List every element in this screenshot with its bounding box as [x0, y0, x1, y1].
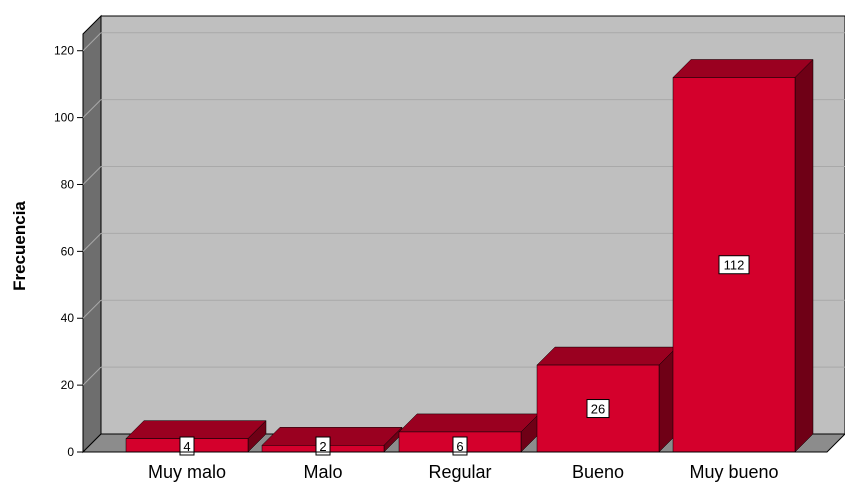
y-tick-label: 20 — [61, 378, 75, 392]
data-label-box — [179, 436, 195, 456]
y-tick-label: 80 — [61, 177, 75, 191]
y-axis-title: Frecuencia — [10, 201, 29, 291]
data-label: 2 — [319, 439, 326, 454]
y-tick-label: 0 — [67, 445, 74, 459]
y-tick-label: 60 — [61, 244, 75, 258]
bar-muy-malo: 4 — [125, 420, 267, 456]
gridline-side — [82, 233, 102, 252]
gridline-side — [82, 299, 102, 319]
bar-side — [794, 58, 814, 453]
data-label: 26 — [591, 402, 605, 417]
data-label-box — [315, 436, 331, 456]
bar-top — [672, 59, 814, 78]
left-wall — [82, 14, 102, 454]
x-tick-label: Regular — [428, 462, 491, 482]
bar-muy-bueno: 112 — [672, 58, 814, 453]
x-tick-label: Muy bueno — [689, 462, 778, 482]
x-tick-label: Muy malo — [148, 462, 226, 482]
x-tick-label: Bueno — [572, 462, 624, 482]
y-tick-label: 40 — [61, 311, 75, 325]
bar-top — [398, 413, 540, 433]
bar-regular: 6 — [398, 413, 540, 456]
bar-top — [125, 420, 267, 439]
bar-bueno: 26 — [536, 346, 678, 453]
data-label-box — [586, 399, 610, 419]
data-label: 4 — [183, 439, 190, 454]
y-axis: 0 20 40 60 80 100 120 — [54, 44, 83, 459]
bar-top — [261, 427, 403, 446]
data-label: 112 — [724, 258, 745, 273]
y-tick-label: 120 — [54, 44, 74, 58]
data-label-box — [718, 255, 750, 275]
bar-top — [536, 346, 678, 366]
gridline-side — [82, 366, 102, 386]
bar-malo: 2 — [261, 426, 403, 456]
gridline-side — [82, 99, 102, 118]
data-label: 6 — [456, 439, 463, 454]
gridline-side — [82, 32, 102, 52]
y-tick-label: 100 — [54, 111, 74, 125]
data-label-box — [452, 436, 468, 456]
x-tick-label: Malo — [303, 462, 342, 482]
x-axis: Muy malo Malo Regular Bueno Muy bueno — [83, 451, 827, 482]
gridline-side — [82, 166, 102, 185]
